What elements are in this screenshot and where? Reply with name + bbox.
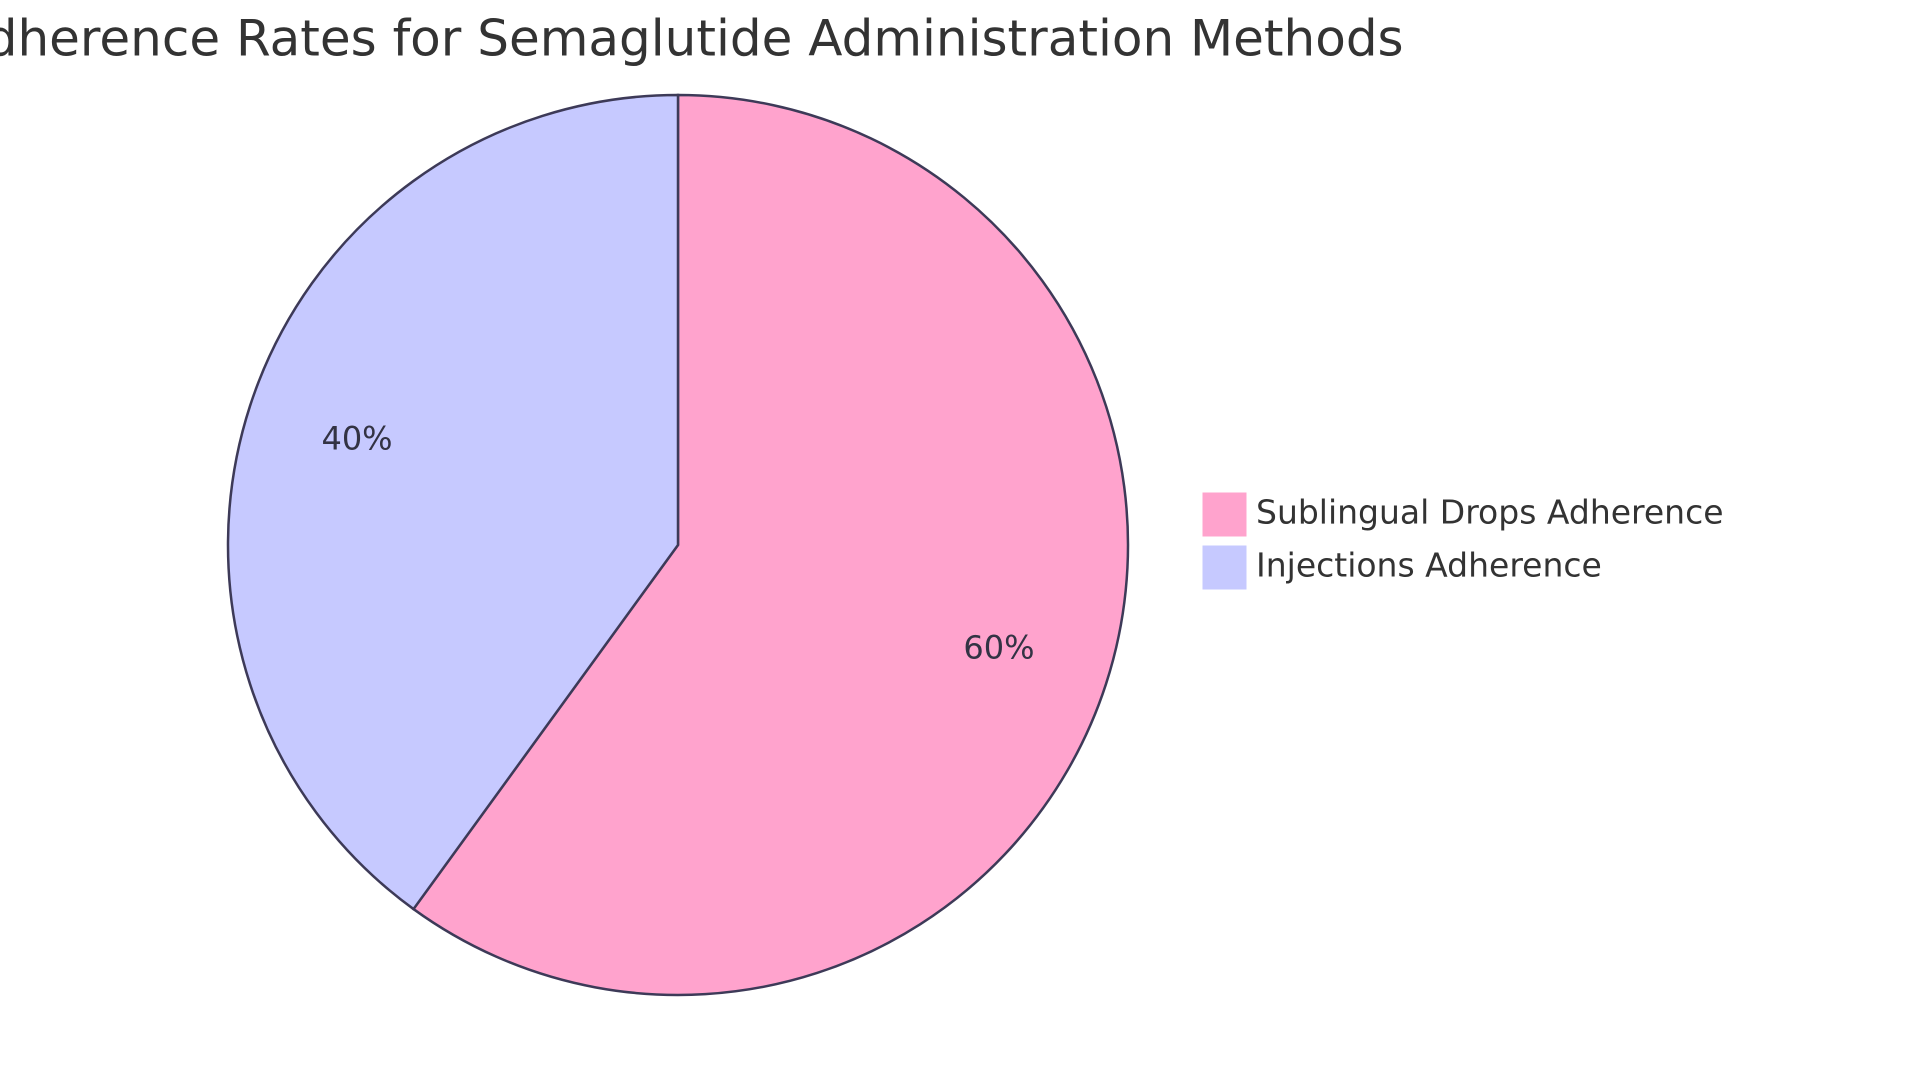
slice-label: 60% bbox=[963, 628, 1034, 666]
legend-label: Sublingual Drops Adherence bbox=[1256, 493, 1724, 532]
pie-slice bbox=[226, 93, 680, 911]
slice-label: 40% bbox=[321, 420, 392, 458]
legend-swatch bbox=[1201, 544, 1248, 591]
pie-slice bbox=[411, 93, 1130, 997]
legend-label: Injections Adherence bbox=[1256, 546, 1602, 585]
legend-swatch bbox=[1201, 491, 1248, 538]
chart-title: Adherence Rates for Semaglutide Administ… bbox=[0, 10, 1404, 68]
